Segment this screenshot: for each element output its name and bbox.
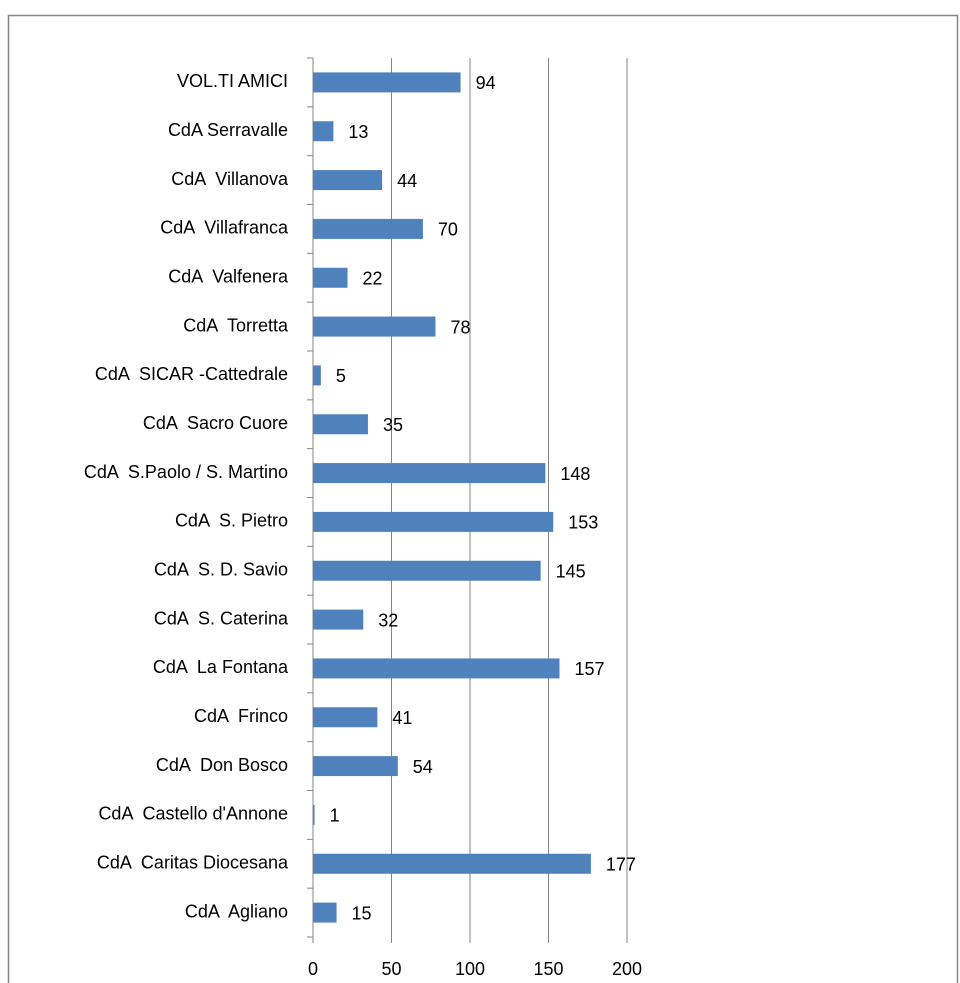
bar [313, 414, 368, 435]
y-tick-label: CdA S. Caterina [154, 608, 289, 628]
y-tick-label: CdA S.Paolo / S. Martino [84, 462, 288, 482]
bar [313, 707, 378, 728]
data-label: 5 [336, 366, 346, 386]
y-tick-label: CdA Castello d'Annone [98, 804, 288, 824]
y-tick-label: CdA Caritas Diocesana [97, 853, 289, 873]
data-label: 22 [363, 269, 383, 289]
y-tick-label: CdA Sacro Cuore [143, 413, 288, 433]
data-label: 35 [383, 415, 403, 435]
bar [313, 511, 554, 532]
bar [313, 804, 315, 825]
data-label: 15 [352, 903, 372, 923]
bar [313, 902, 337, 923]
y-tick-label: CdA Serravalle [168, 120, 288, 140]
data-label: 54 [413, 757, 433, 777]
bar [313, 560, 541, 581]
x-tick-label: 0 [308, 959, 318, 979]
y-tick-label: CdA S. Pietro [175, 511, 288, 531]
bar [313, 121, 334, 142]
bar [313, 756, 398, 777]
data-label: 145 [556, 562, 586, 582]
x-tick-label: 100 [455, 959, 485, 979]
y-tick-label: CdA Agliano [185, 901, 288, 921]
y-tick-label: CdA Torretta [183, 315, 289, 335]
bar [313, 316, 436, 337]
y-tick-label: CdA Villafranca [160, 218, 289, 238]
chart-frame [7, 14, 959, 983]
bar [313, 267, 348, 288]
bar [313, 658, 560, 679]
y-tick-label: CdA SICAR -Cattedrale [95, 364, 288, 384]
bar [313, 463, 546, 484]
y-tick-label: CdA Don Bosco [156, 755, 288, 775]
y-tick-label: CdA La Fontana [153, 657, 289, 677]
x-tick-label: 200 [612, 959, 642, 979]
x-tick-label: 150 [533, 959, 563, 979]
y-tick-label: VOL.TI AMICI [177, 71, 288, 91]
bar [313, 853, 591, 874]
data-label: 13 [348, 122, 368, 142]
bar [313, 609, 364, 630]
x-tick-label: 50 [381, 959, 401, 979]
data-label: 148 [560, 464, 590, 484]
data-label: 1 [330, 806, 340, 826]
y-tick-label: CdA Frinco [194, 706, 288, 726]
data-label: 153 [568, 513, 598, 533]
bar [313, 170, 383, 191]
data-label: 177 [606, 855, 636, 875]
bar [313, 365, 321, 386]
bar [313, 72, 461, 93]
data-label: 78 [450, 317, 470, 337]
data-label: 70 [438, 220, 458, 240]
data-label: 44 [397, 171, 417, 191]
data-label: 32 [378, 610, 398, 630]
data-label: 94 [476, 73, 496, 93]
y-tick-label: CdA S. D. Savio [154, 560, 288, 580]
data-label: 157 [574, 659, 604, 679]
bar [313, 218, 423, 239]
data-label: 41 [392, 708, 412, 728]
y-tick-label: CdA Valfenera [168, 267, 289, 287]
y-tick-label: CdA Villanova [171, 169, 289, 189]
